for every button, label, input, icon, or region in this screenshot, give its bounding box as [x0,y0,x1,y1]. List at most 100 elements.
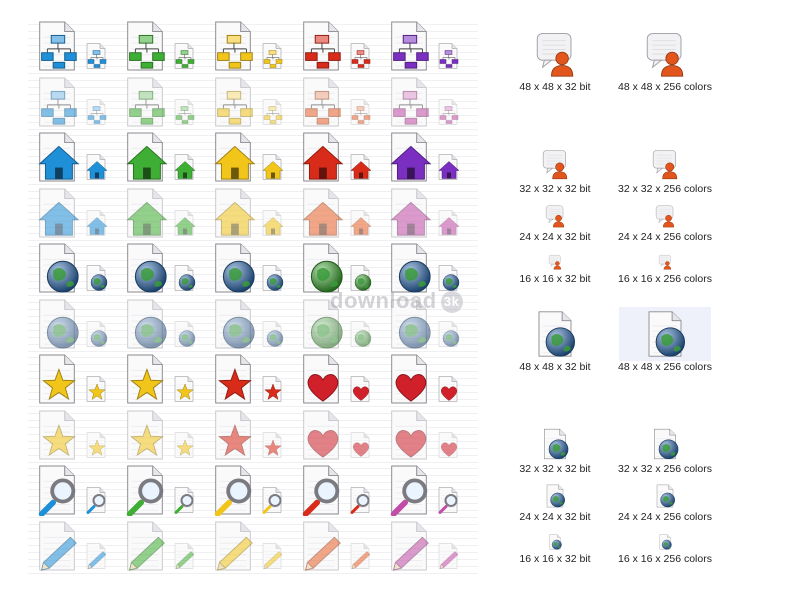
home-document-icon [86,209,108,236]
sitemap-document-icon [438,43,459,69]
sample-icon-wrap [653,204,677,228]
globe-icon-size-samples: 48 x 48 x 32 bit 48 x 48 x 256 colors 32 x… [505,307,745,565]
icon-cell [292,240,380,298]
sample-icon-wrap [641,30,689,78]
size-sample: 32 x 32 x 32 bit [495,428,615,475]
globe-document-icon [438,320,460,347]
sample-icon-wrap [547,254,563,270]
star-document-icon [39,354,76,404]
size-label: 32 x 32 x 256 colors [618,183,712,195]
icon-cell [28,462,116,520]
size-label: 48 x 48 x 256 colors [618,361,712,373]
globe-document-icon [350,265,372,291]
user-comment-icon [652,150,678,180]
icon-cell [116,518,204,576]
watermark-badge: 3k [440,291,463,314]
icon-cell [28,407,116,465]
pencil-document-icon [215,520,253,571]
globe-document-icon [39,243,79,293]
sitemap-document-icon [127,21,165,71]
home-document-icon [438,209,460,236]
sample-icon-wrap [657,254,673,270]
home-document-icon [214,132,256,182]
icon-cell [204,74,292,132]
magnifier-document-icon [438,487,458,514]
home-document-icon [438,154,460,180]
icon-cell [292,462,380,520]
magnifier-document-icon [86,487,106,514]
sitemap-document-icon [303,76,341,127]
size-sample: 24 x 24 x 32 bit [495,484,615,523]
home-document-icon [302,187,344,238]
pencil-document-icon [39,520,77,571]
sample-icon-wrap [657,534,673,550]
star-document-icon [127,409,164,460]
icon-cell [204,351,292,409]
icon-cell [380,185,468,243]
home-document-icon [214,187,256,238]
icon-cell [380,296,468,354]
home-document-icon [38,187,80,238]
sample-icon-wrap [539,428,571,460]
user-comment-icon [545,205,565,228]
icon-row [28,406,478,465]
globe-document-icon [174,320,196,347]
icon-cell [204,185,292,243]
icon-row [28,18,478,76]
pencil-document-icon [174,542,195,569]
globe-document-icon [656,484,675,508]
heart-document-icon [303,354,339,404]
icon-cell [204,296,292,354]
size-label: 24 x 24 x 32 bit [519,231,591,243]
sitemap-document-icon [350,43,371,69]
sample-icon-wrap [619,307,711,361]
pencil-document-icon [86,542,107,569]
icon-cell [116,129,204,187]
home-document-icon [262,154,284,180]
icon-cell [116,407,204,465]
size-label: 24 x 24 x 256 colors [618,511,712,523]
icon-cell [380,462,468,520]
globe-document-icon [215,243,255,293]
heart-document-icon [350,431,370,458]
icon-cell [292,407,380,465]
size-sample: 48 x 48 x 32 bit [495,30,615,93]
home-document-icon [174,209,196,236]
home-document-icon [302,132,344,182]
home-document-icon [174,154,196,180]
sitemap-document-icon [174,98,195,125]
pencil-document-icon [350,542,371,569]
icon-row [28,462,478,520]
sitemap-document-icon [39,76,77,127]
size-label: 32 x 32 x 256 colors [618,463,712,475]
heart-document-icon [391,354,427,404]
icon-cell [28,74,116,132]
icon-row [28,184,478,243]
user-comment-icon [658,255,672,270]
user-comment-icon [548,255,562,270]
icon-row [28,73,478,132]
icon-grid [28,18,478,576]
pencil-document-icon [391,520,429,571]
globe-document-icon [659,534,672,550]
globe-document-icon [538,311,575,357]
heart-document-icon [303,409,339,460]
icon-cell [116,74,204,132]
sitemap-document-icon [86,43,107,69]
size-label: 24 x 24 x 32 bit [519,511,591,523]
icon-row [28,295,478,354]
heart-document-icon [391,409,427,460]
icon-cell [116,240,204,298]
home-document-icon [86,154,108,180]
sample-icon-wrap [531,30,579,78]
globe-document-icon [303,298,343,349]
globe-document-icon [262,265,284,291]
globe-document-icon [127,298,167,349]
size-sample: 32 x 32 x 32 bit [495,148,615,195]
heart-document-icon [438,431,458,458]
sitemap-document-icon [215,76,253,127]
globe-document-icon [174,265,196,291]
magnifier-document-icon [38,465,76,516]
pencil-document-icon [303,520,341,571]
icon-cell [28,518,116,576]
